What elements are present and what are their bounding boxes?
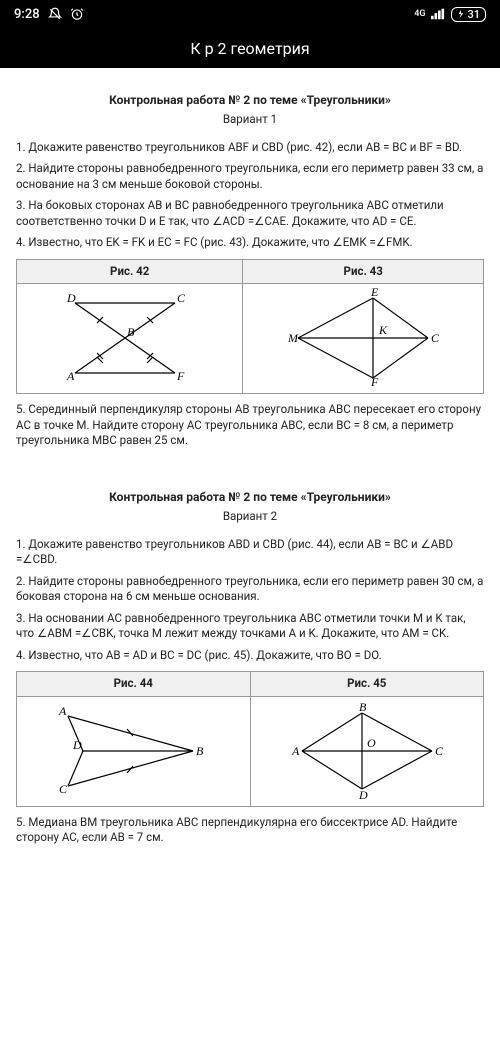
svg-text:B: B	[127, 325, 135, 339]
fig43-svg: M E F C K	[283, 288, 443, 388]
v1-heading: Контрольная работа № 2 по теме «Треуголь…	[16, 92, 484, 108]
svg-text:F: F	[370, 375, 379, 388]
fig42-cell: A F B D C	[17, 284, 243, 394]
svg-text:C: C	[177, 291, 186, 305]
v1-task-1: 1. Докажите равенство треугольников ABF …	[16, 140, 484, 156]
svg-text:E: E	[370, 288, 379, 299]
fig42-svg: A F B D C	[55, 288, 205, 388]
network-label: 4G	[414, 9, 425, 19]
content-scroll[interactable]: Контрольная работа № 2 по теме «Треуголь…	[0, 68, 500, 1055]
v1-figure-table: Рис. 42 Рис. 43	[16, 259, 484, 395]
svg-text:D: D	[358, 788, 368, 801]
svg-text:F: F	[176, 369, 185, 383]
battery-indicator: 31	[451, 7, 486, 22]
fig43-cell: M E F C K	[243, 284, 484, 394]
status-bar: 9:28 4G 31	[0, 0, 500, 28]
svg-text:O: O	[367, 736, 376, 750]
v2-task-4: 4. Известно, что AB = AD и BC = DC (рис.…	[16, 648, 484, 664]
v2-task-1: 1. Докажите равенство треугольников ABD …	[16, 537, 484, 568]
fig45-svg: A B D C O	[287, 701, 447, 801]
svg-text:B: B	[359, 701, 367, 714]
svg-text:C: C	[435, 744, 444, 758]
svg-text:C: C	[431, 331, 440, 345]
worksheet-variant-2: Контрольная работа № 2 по теме «Треуголь…	[6, 473, 494, 870]
status-time: 9:28	[14, 7, 40, 22]
v1-variant: Вариант 1	[16, 112, 484, 128]
svg-text:C: C	[59, 782, 68, 796]
fig44-label: Рис. 44	[17, 672, 251, 697]
v1-task-5: 5. Серединный перпендикуляр стороны AB т…	[16, 402, 484, 449]
signal-icon	[431, 8, 445, 20]
notification-icon	[48, 7, 62, 21]
v2-task-5: 5. Медиана BM треугольника ABC перпендик…	[16, 815, 484, 846]
v1-task-4: 4. Известно, что EK = FK и EC = FC (рис.…	[16, 235, 484, 251]
v1-task-2: 2. Найдите стороны равнобедренного треуг…	[16, 161, 484, 192]
fig44-cell: A C B D	[17, 696, 251, 806]
svg-text:A: A	[291, 744, 300, 758]
svg-text:A: A	[66, 369, 75, 383]
svg-text:K: K	[378, 323, 388, 337]
svg-text:B: B	[196, 744, 204, 758]
v2-variant: Вариант 2	[16, 509, 484, 525]
v2-task-2: 2. Найдите стороны равнобедренного треуг…	[16, 574, 484, 605]
fig42-label: Рис. 42	[17, 259, 243, 284]
svg-text:M: M	[287, 331, 299, 345]
alarm-icon	[70, 7, 84, 21]
v2-figure-table: Рис. 44 Рис. 45	[16, 671, 484, 807]
worksheet-variant-1: Контрольная работа № 2 по теме «Треуголь…	[6, 76, 494, 473]
v2-heading: Контрольная работа № 2 по теме «Треуголь…	[16, 489, 484, 505]
svg-text:D: D	[66, 291, 76, 305]
v1-task-3: 3. На боковых сторонах AB и BC равнобедр…	[16, 198, 484, 229]
app-header: К р 2 геометрия	[0, 28, 500, 68]
app-title: К р 2 геометрия	[190, 39, 309, 58]
svg-text:A: A	[58, 704, 67, 718]
fig44-svg: A C B D	[53, 701, 213, 801]
fig43-label: Рис. 43	[243, 259, 484, 284]
fig45-label: Рис. 45	[250, 672, 484, 697]
v2-task-3: 3. На основании AC равнобедренного треуг…	[16, 611, 484, 642]
fig45-cell: A B D C O	[250, 696, 484, 806]
svg-text:D: D	[72, 738, 82, 752]
